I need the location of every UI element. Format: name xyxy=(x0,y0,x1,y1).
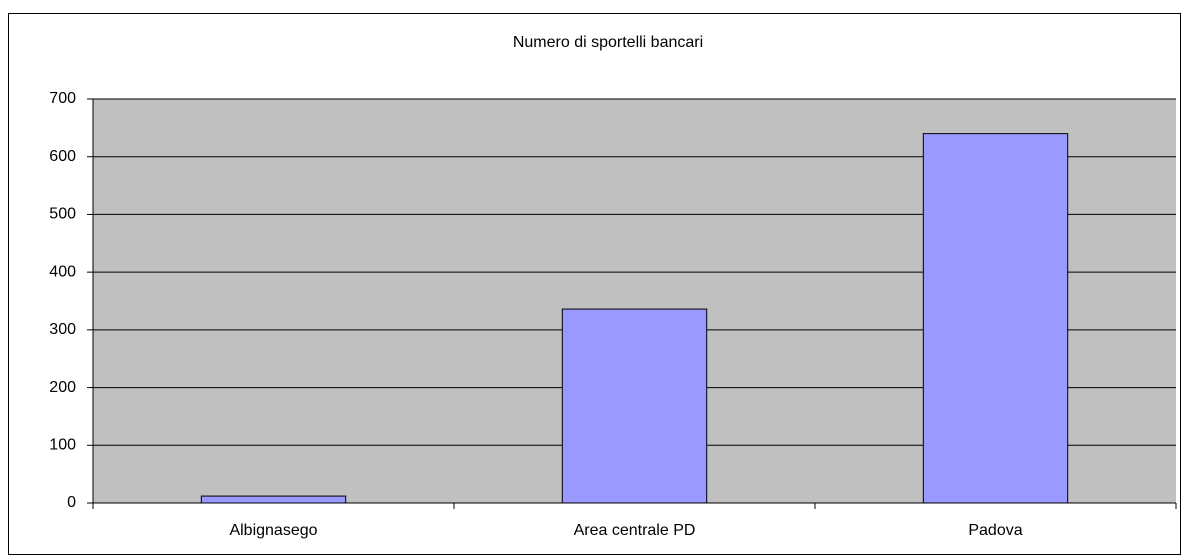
y-tick-label: 700 xyxy=(49,90,76,107)
bar xyxy=(561,308,708,504)
y-tick-label: 100 xyxy=(49,437,76,454)
y-tick-label: 600 xyxy=(49,148,76,165)
y-tick-label: 300 xyxy=(49,321,76,338)
y-tick-label: 400 xyxy=(49,263,76,280)
y-tick-label: 0 xyxy=(67,494,76,511)
x-tick-label: Albignasego xyxy=(229,522,317,539)
x-tick-label: Padova xyxy=(968,522,1022,539)
chart-title: Numero di sportelli bancari xyxy=(513,34,703,51)
y-tick-label: 200 xyxy=(49,379,76,396)
bar xyxy=(922,133,1069,504)
x-tick-label: Area centrale PD xyxy=(574,522,696,539)
y-tick-label: 500 xyxy=(49,206,76,223)
bar xyxy=(200,495,347,504)
